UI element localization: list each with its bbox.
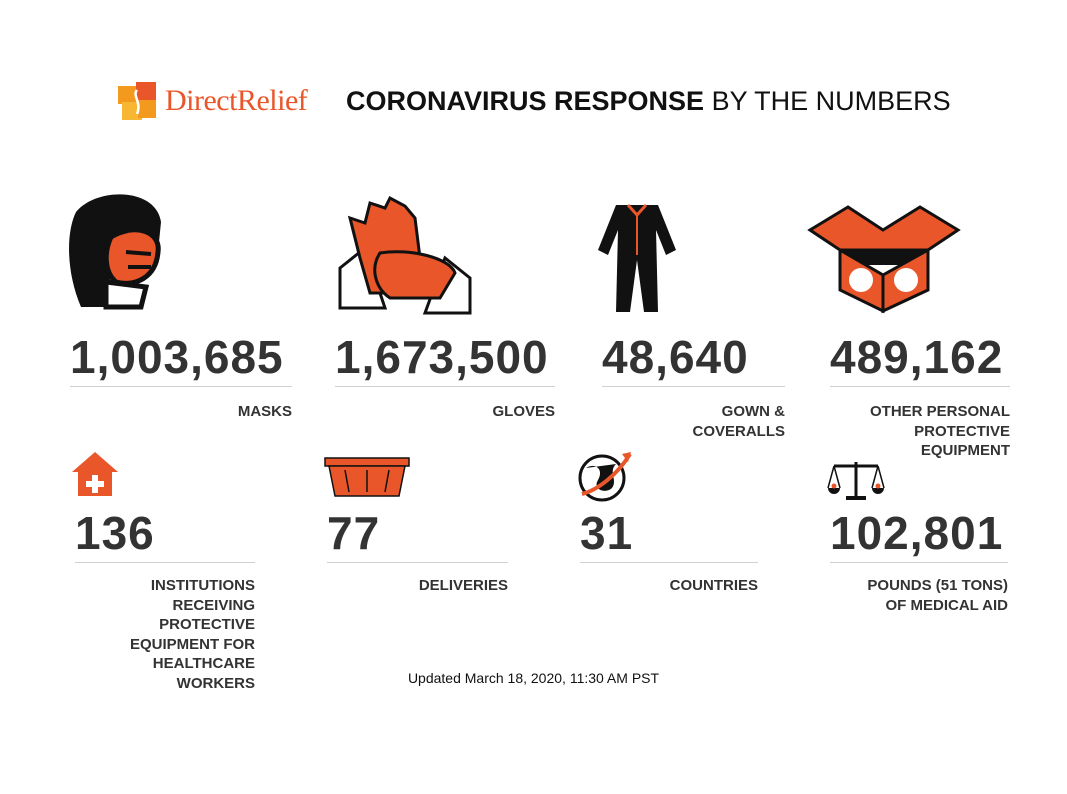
footer: Updated March 18, 2020, 11:30 AM PST [407, 670, 660, 686]
label-line: WORKERS [176, 674, 255, 692]
box-icon [807, 205, 961, 314]
label-line: DELIVERIES [418, 577, 508, 594]
stat-label: MASKS [70, 402, 292, 422]
stat-value: 48,640 [602, 331, 749, 383]
stat-value: 77 [327, 507, 381, 559]
title-rest: BY THE NUMBERS [711, 86, 951, 116]
divider [602, 386, 785, 387]
divider [75, 562, 255, 563]
title: CORONAVIRUS RESPONSE BY THE NUMBERS [346, 86, 951, 117]
gloves-icon [338, 195, 472, 315]
stat-value: 1,673,500 [335, 331, 549, 383]
divider [830, 562, 1008, 563]
label-line: MASKS [237, 403, 292, 420]
divider [70, 386, 292, 387]
label-line: RECEIVING [172, 596, 255, 614]
divider [327, 562, 508, 563]
label-line: HEALTHCARE [152, 655, 255, 672]
stat-value: 102,801 [830, 507, 1004, 559]
divider [580, 562, 758, 563]
stat-value: 31 [580, 507, 634, 559]
scale-icon [827, 462, 885, 500]
stat-label: COUNTRIES [580, 576, 758, 596]
stat-label: GLOVES [335, 402, 555, 422]
label-line: EQUIPMENT FOR [129, 635, 255, 653]
stat-label: DELIVERIES [327, 576, 508, 596]
label-line: GLOVES [492, 403, 555, 420]
stat-label: GOWN & COVERALLS [602, 402, 785, 441]
label-line: COUNTRIES [669, 577, 758, 594]
stat-label: INSTITUTIONS RECEIVING PROTECTIVE EQUIPMENT… [75, 576, 255, 693]
mask-icon [69, 194, 161, 310]
stat-value: 489,162 [830, 331, 1004, 383]
label-line: GOWN & [721, 403, 785, 420]
stat-value: 1,003,685 [70, 331, 284, 383]
bin-icon [324, 457, 410, 497]
label-line: POUNDS (51 TONS) [867, 577, 1008, 594]
house-icon [72, 452, 118, 496]
stat-label: POUNDS (51 TONS) OF MEDICAL AID [830, 576, 1008, 615]
brand: DirectRelief [165, 84, 308, 117]
stat-label: OTHER PERSONAL PROTECTIVE EQUIPMENT [830, 402, 1010, 461]
label-line: PROTECTIVE [914, 422, 1010, 440]
label-line: OF MEDICAL AID [885, 596, 1009, 614]
divider [830, 386, 1010, 387]
divider [335, 386, 555, 387]
label-line: INSTITUTIONS [150, 577, 255, 594]
label-line: COVERALLS [692, 422, 785, 440]
coveralls-icon [598, 203, 676, 312]
label-line: PROTECTIVE [159, 616, 255, 633]
label-line: OTHER PERSONAL [869, 403, 1010, 420]
label-line: EQUIPMENT [920, 442, 1010, 459]
title-bold: CORONAVIRUS RESPONSE [346, 86, 705, 116]
stat-value: 136 [75, 507, 155, 559]
logo-mark [118, 82, 156, 120]
globe-icon [578, 452, 632, 502]
